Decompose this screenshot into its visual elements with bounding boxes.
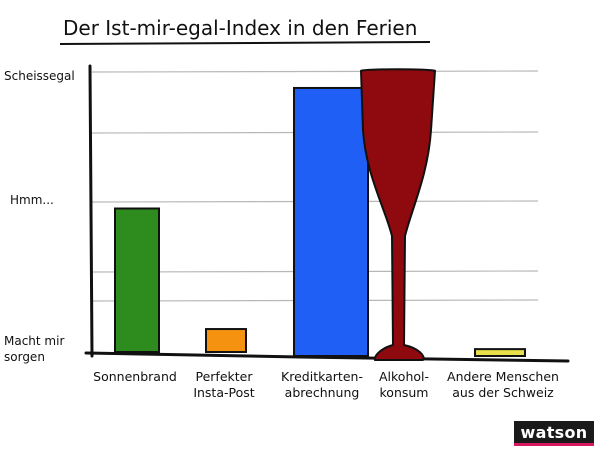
y-tick-label: Hmm... — [10, 193, 54, 207]
chart-title: Der Ist-mir-egal-Index in den Ferien — [63, 16, 417, 40]
x-tick-label: Andere Menschen — [447, 369, 559, 384]
y-axis — [88, 64, 94, 358]
logo-accent-bar — [514, 443, 594, 446]
bar-insta-post — [205, 328, 247, 354]
bar-sonnenbrand — [114, 207, 160, 353]
x-tick-label: abrechnung — [285, 385, 360, 400]
x-tick-label: Sonnenbrand — [93, 369, 177, 384]
logo-text: watson — [520, 423, 588, 442]
x-tick-label: Kreditkarten- — [281, 369, 363, 384]
bars — [114, 68, 526, 361]
bar-kreditkartenabrechnung — [293, 86, 369, 358]
bar-alkoholkonsum — [360, 68, 436, 361]
title-underline — [59, 41, 431, 45]
y-tick-label: Scheissegal — [4, 69, 75, 83]
y-tick-labels: Macht mir sorgen Hmm... Scheissegal — [4, 69, 75, 364]
gridline — [91, 70, 539, 73]
y-tick-label: sorgen — [4, 350, 45, 364]
y-tick-label: Macht mir — [4, 334, 64, 348]
x-tick-label: aus der Schweiz — [452, 385, 554, 400]
x-tick-label: Insta-Post — [193, 385, 254, 400]
bar-andere-menschen — [474, 348, 526, 358]
x-tick-label: Alkohol- — [379, 369, 429, 384]
x-tick-label: Perfekter — [196, 369, 254, 384]
watson-logo: watson — [514, 421, 594, 446]
x-tick-label: konsum — [380, 385, 429, 400]
